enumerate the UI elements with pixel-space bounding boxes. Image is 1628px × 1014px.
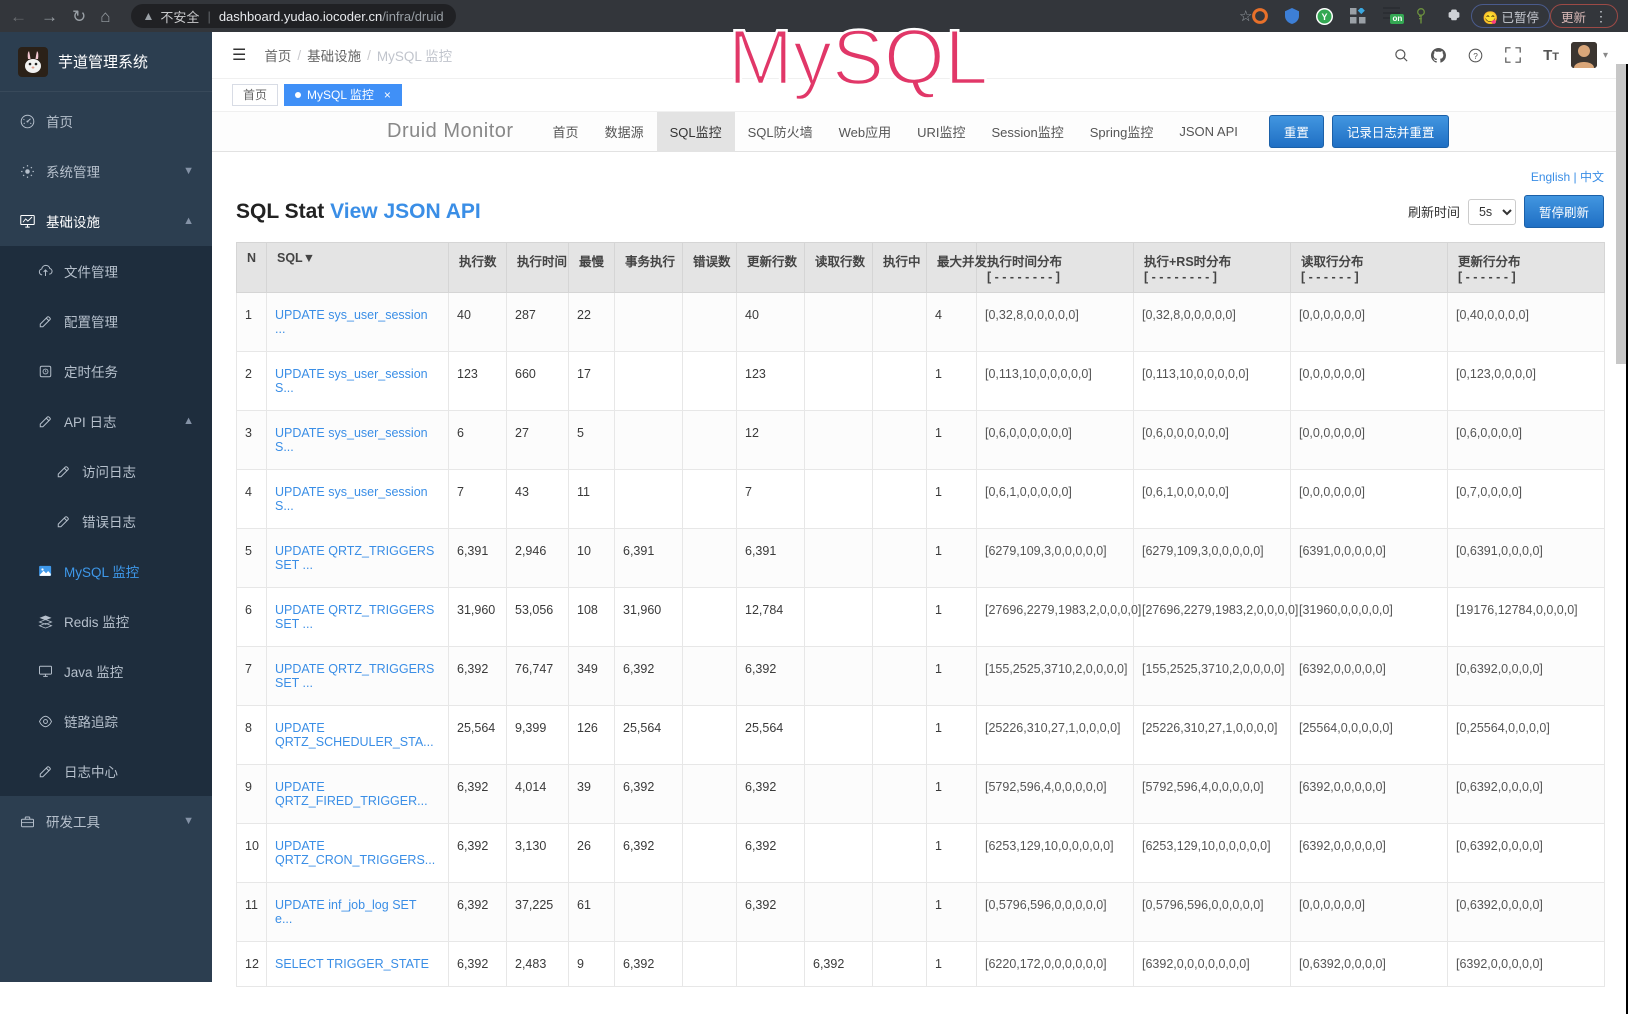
- svg-text:?: ?: [1473, 51, 1478, 60]
- svg-text:Y: Y: [1322, 12, 1328, 22]
